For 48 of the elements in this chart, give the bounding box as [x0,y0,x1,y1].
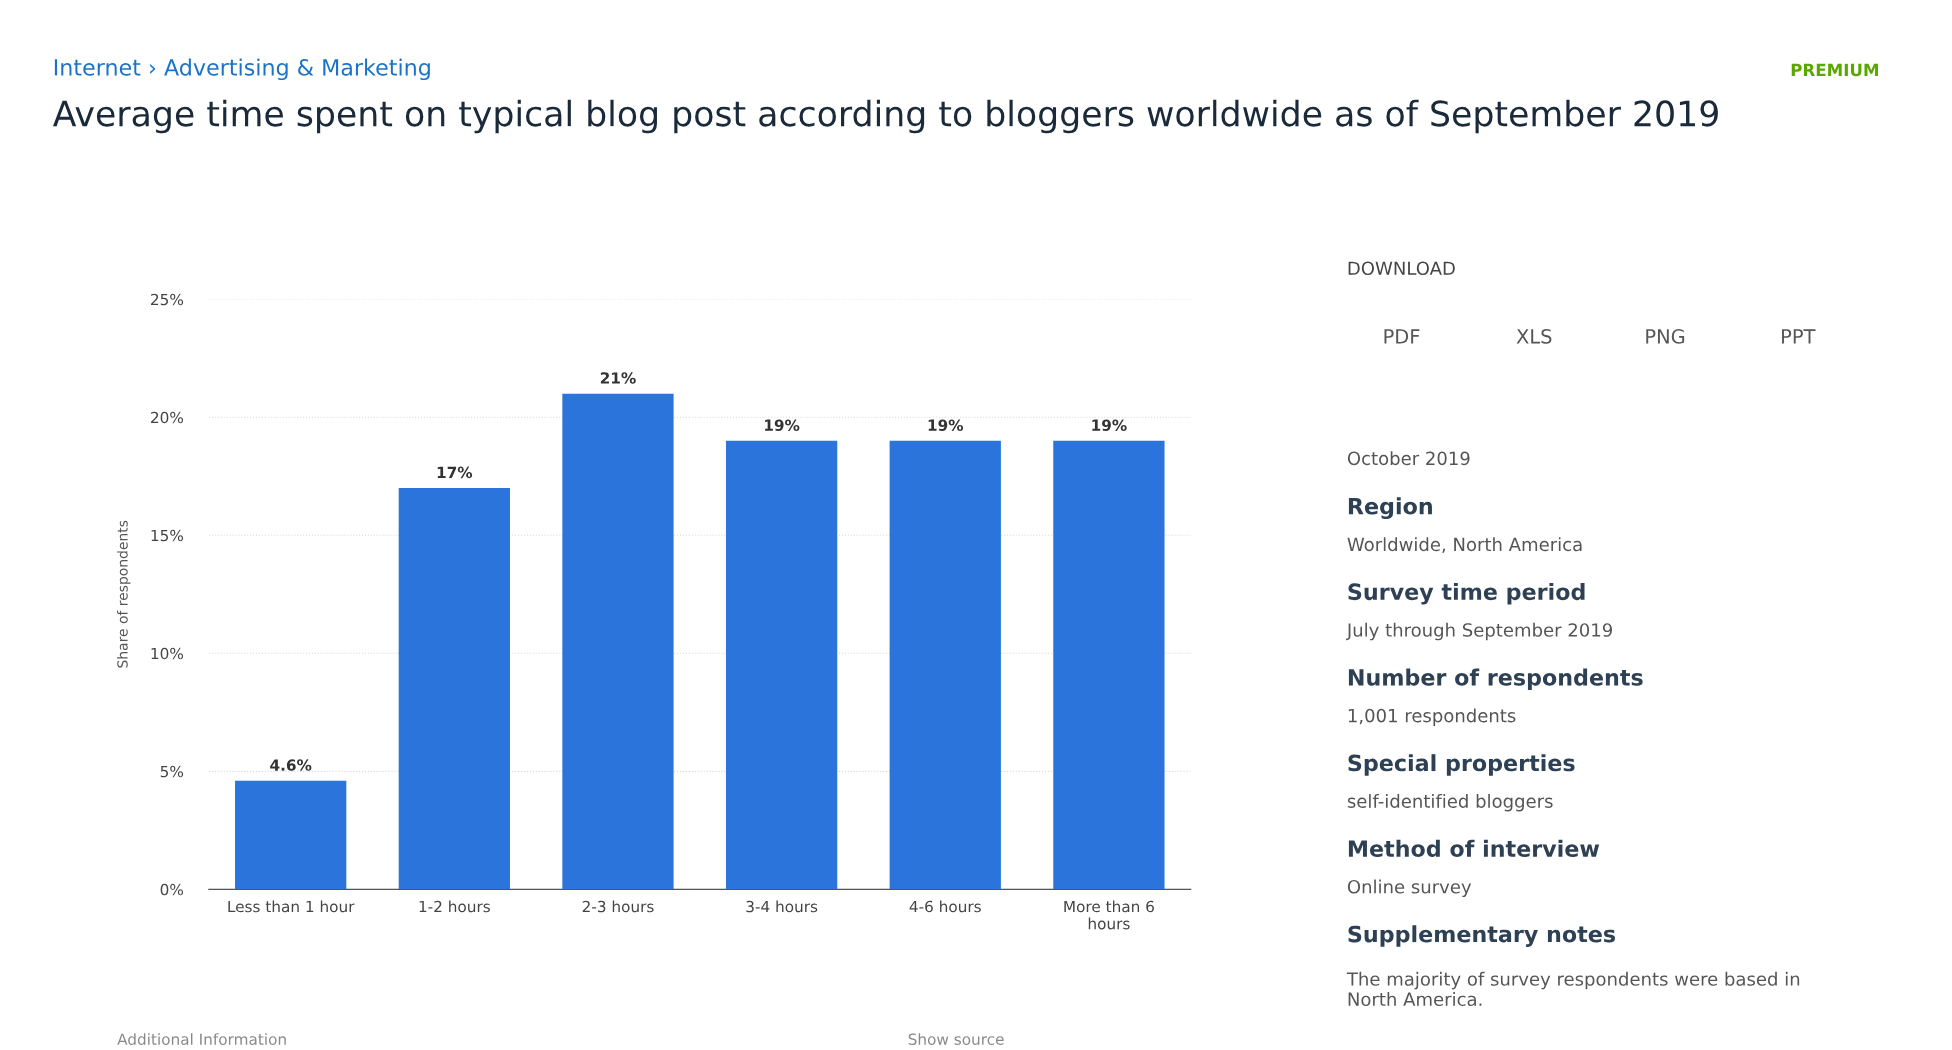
y-axis-title: Share of respondents [117,520,131,668]
bar [889,440,1001,890]
text: 1,001 respondents [1348,708,1516,726]
data-label: 4.6% [270,759,312,771]
text: self-identified bloggers [1347,793,1553,812]
y-tick-label: 5% [160,765,184,778]
data-label: 17% [437,466,473,479]
x-tick-label: Less than 1 hour [228,900,355,913]
bar [235,780,347,890]
text: Additional Information [117,1033,286,1045]
text: Show source [908,1033,1004,1045]
text: Number of respondents [1348,668,1643,691]
text: Special properties [1348,754,1575,776]
text: Internet › Advertising & Marketing [54,58,430,81]
bar [725,440,838,890]
text: PREMIUM [1791,63,1879,77]
bar [398,488,510,890]
x-tick-label: More than 6 hours [1064,900,1154,930]
y-tick-label: 25% [151,293,184,306]
data-label: 19% [928,419,964,431]
text: Online survey [1347,879,1472,898]
text: October 2019 [1347,451,1470,466]
text: DOWNLOAD [1348,261,1455,276]
y-tick-label: 20% [151,411,184,424]
data-label: 19% [1092,419,1127,431]
text: PPT [1782,329,1816,344]
text: Method of interview [1348,839,1600,857]
text: Worldwide, North America [1347,537,1582,554]
y-tick-label: 15% [151,529,184,542]
text: July through September 2019 [1345,622,1612,641]
chart-title: Average time spent on typical blog post according to bloggers worldwide as of September 2019 [52,99,1718,134]
x-tick-label: 4-6 hours [909,900,981,913]
bar [562,393,674,890]
text: PNG [1646,329,1685,344]
text: Supplementary notes [1348,925,1616,947]
data-label: 19% [765,419,800,431]
data-label: 21% [600,372,636,384]
text: PDF [1384,329,1420,344]
x-tick-label: 2-3 hours [582,900,654,913]
bar [1053,440,1165,890]
text: The majority of survey respondents were based in North America. [1346,971,1800,1007]
text: XLS [1516,329,1552,344]
y-tick-label: 0% [160,883,184,896]
x-tick-label: 1-2 hours [419,900,490,913]
text: Survey time period [1348,582,1585,605]
y-tick-label: 10% [151,647,184,660]
x-tick-label: 3-4 hours [746,900,818,913]
text: Region [1348,497,1432,520]
